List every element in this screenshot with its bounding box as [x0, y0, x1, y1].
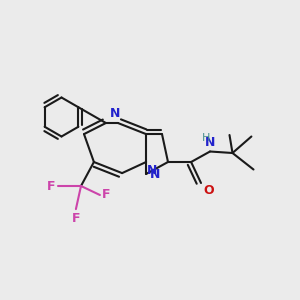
Text: F: F	[102, 188, 111, 202]
Text: N: N	[110, 107, 120, 120]
Text: F: F	[72, 212, 80, 225]
Text: N: N	[147, 164, 158, 176]
Text: O: O	[203, 184, 214, 197]
Text: N: N	[205, 136, 215, 149]
Text: H: H	[202, 133, 211, 143]
Text: F: F	[47, 179, 56, 193]
Text: N: N	[150, 167, 160, 181]
